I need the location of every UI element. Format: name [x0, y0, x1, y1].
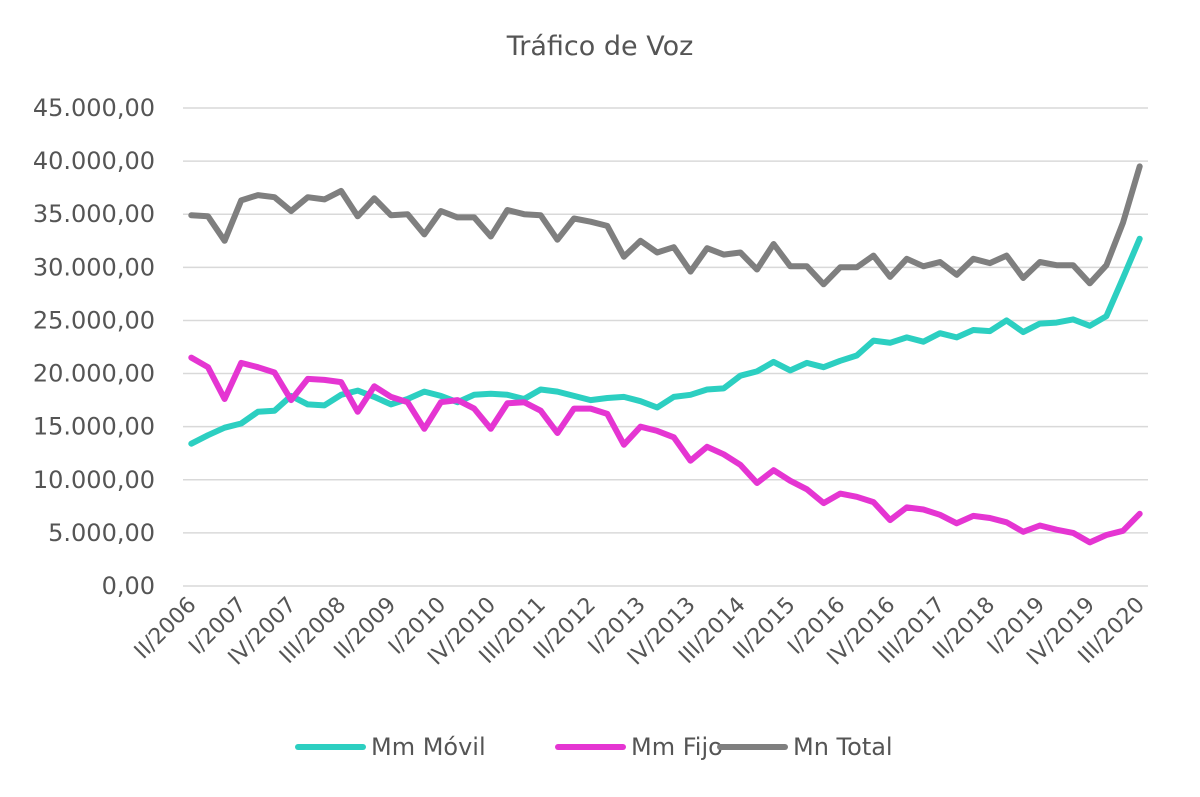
y-tick-label: 35.000,00	[33, 200, 155, 228]
y-tick-label: 10.000,00	[33, 466, 155, 494]
y-tick-label: 15.000,00	[33, 413, 155, 441]
y-tick-label: 40.000,00	[33, 147, 155, 175]
grid-lines	[183, 107, 1148, 587]
series-line-mm-fijo	[188, 354, 1143, 546]
legend: Mm Móvil Mm Fijo Mn Total	[295, 733, 893, 761]
y-tick-label: 30.000,00	[33, 253, 155, 281]
y-tick-label: 45.000,00	[33, 94, 155, 122]
legend-label: Mn Total	[793, 733, 893, 761]
legend-label: Mm Móvil	[371, 733, 486, 761]
y-tick-label: 0,00	[102, 572, 155, 600]
series-line-mn-total	[188, 163, 1143, 288]
y-tick-label: 20.000,00	[33, 360, 155, 388]
series-lines	[188, 163, 1143, 546]
y-axis: 0,00 5.000,00 10.000,00 15.000,00 20.000,00 2…	[33, 94, 155, 600]
chart-title: Tráfico de Voz	[506, 31, 694, 62]
y-tick-label: 5.000,00	[48, 519, 155, 547]
x-tick-label: II/2006	[130, 593, 202, 665]
series-line-mm-m-vil	[188, 235, 1143, 447]
y-tick-label: 25.000,00	[33, 306, 155, 334]
legend-label: Mm Fijo	[631, 733, 723, 761]
x-axis: II/2006I/2007IV/2007III/2008II/2009I/201…	[130, 593, 1150, 671]
